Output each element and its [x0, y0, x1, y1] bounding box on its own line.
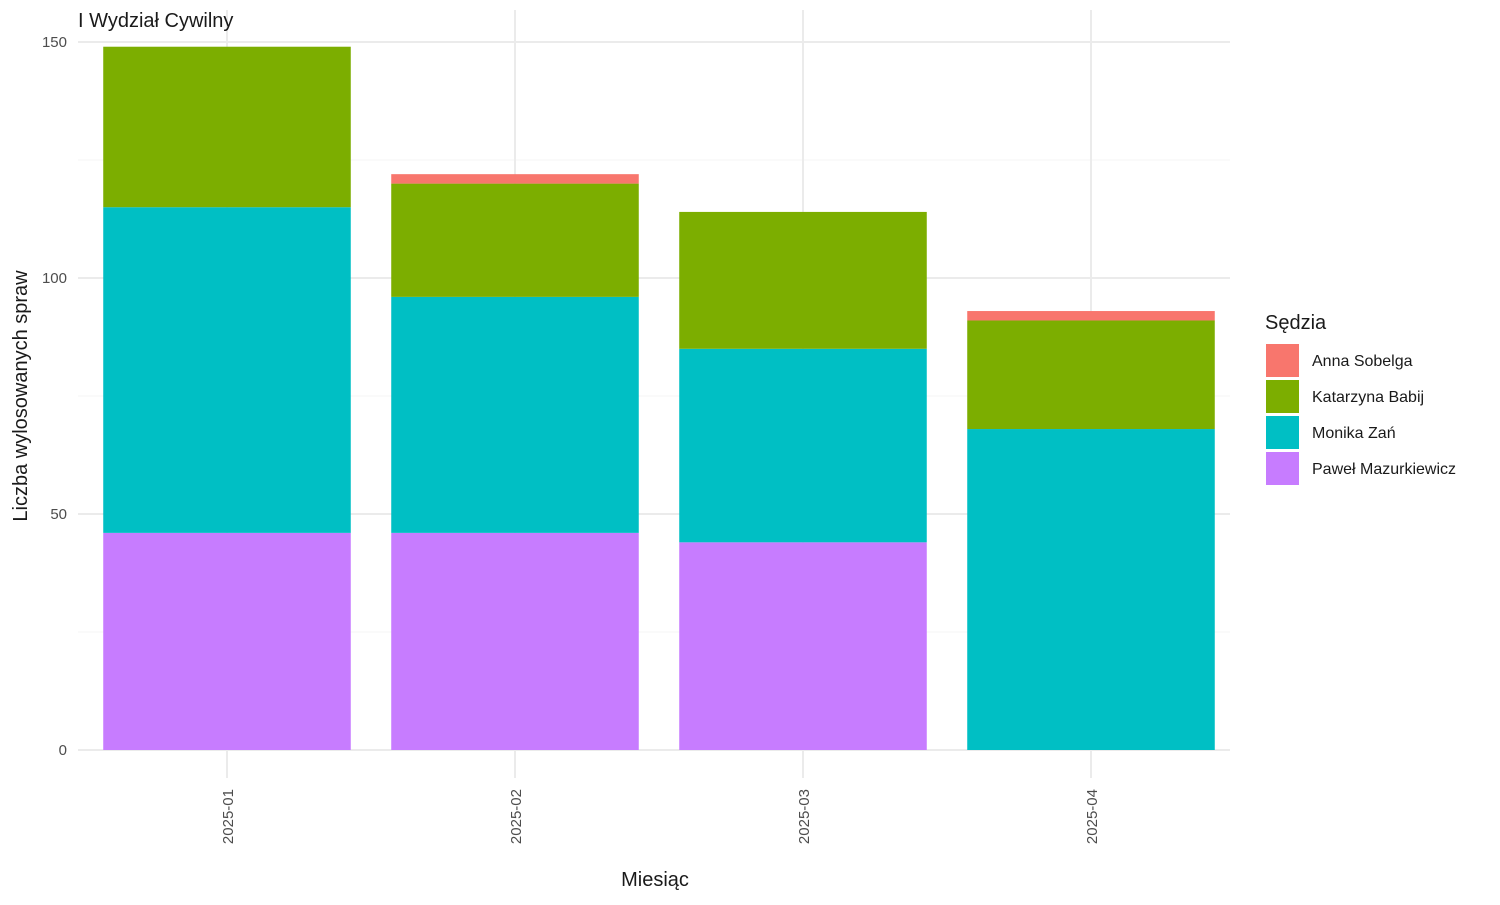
y-tick-label: 50 — [50, 506, 67, 523]
legend-swatch — [1266, 380, 1299, 413]
bar-segment — [103, 207, 351, 533]
legend-label: Paweł Mazurkiewicz — [1312, 461, 1456, 478]
bar-segment — [967, 429, 1215, 750]
bar-segment — [391, 296, 639, 533]
bar-segment — [967, 311, 1215, 321]
legend-items: Anna Sobelga Katarzyna Babij Monika Zań Paw… — [1266, 344, 1456, 485]
legend-label: Anna Sobelga — [1312, 353, 1413, 370]
x-tick-label: 2025-04 — [1084, 789, 1101, 844]
bar-segment — [391, 532, 639, 750]
y-tick-label: 100 — [42, 270, 67, 287]
bar-segment — [967, 320, 1215, 430]
y-tick-label: 0 — [59, 742, 67, 759]
legend-title: Sędzia — [1265, 312, 1327, 334]
bar-segment — [679, 348, 927, 543]
y-axis-title: Liczba wylosowanych spraw — [10, 270, 32, 522]
bar-segment — [391, 183, 639, 297]
legend-label: Monika Zań — [1312, 425, 1396, 442]
chart-title: I Wydział Cywilny — [78, 10, 233, 32]
legend-swatch — [1266, 452, 1299, 485]
y-axis: 0 50 100 150 — [42, 34, 67, 759]
y-tick-label: 150 — [42, 34, 67, 51]
bar-segment — [679, 211, 927, 349]
x-axis: 2025-01 2025-02 2025-03 2025-04 — [220, 789, 1101, 844]
bars — [103, 46, 1215, 750]
x-axis-title: Miesiąc — [621, 869, 689, 891]
legend: Sędzia Anna Sobelga Katarzyna Babij Monika… — [1265, 312, 1456, 485]
x-tick-label: 2025-03 — [796, 789, 813, 844]
bar-segment — [391, 174, 639, 184]
bar-segment — [103, 532, 351, 750]
x-tick-label: 2025-01 — [220, 789, 237, 844]
legend-label: Katarzyna Babij — [1312, 389, 1424, 406]
bar-segment — [679, 542, 927, 750]
x-tick-label: 2025-02 — [508, 789, 525, 844]
legend-swatch — [1266, 344, 1299, 377]
legend-swatch — [1266, 416, 1299, 449]
bar-segment — [103, 46, 351, 208]
